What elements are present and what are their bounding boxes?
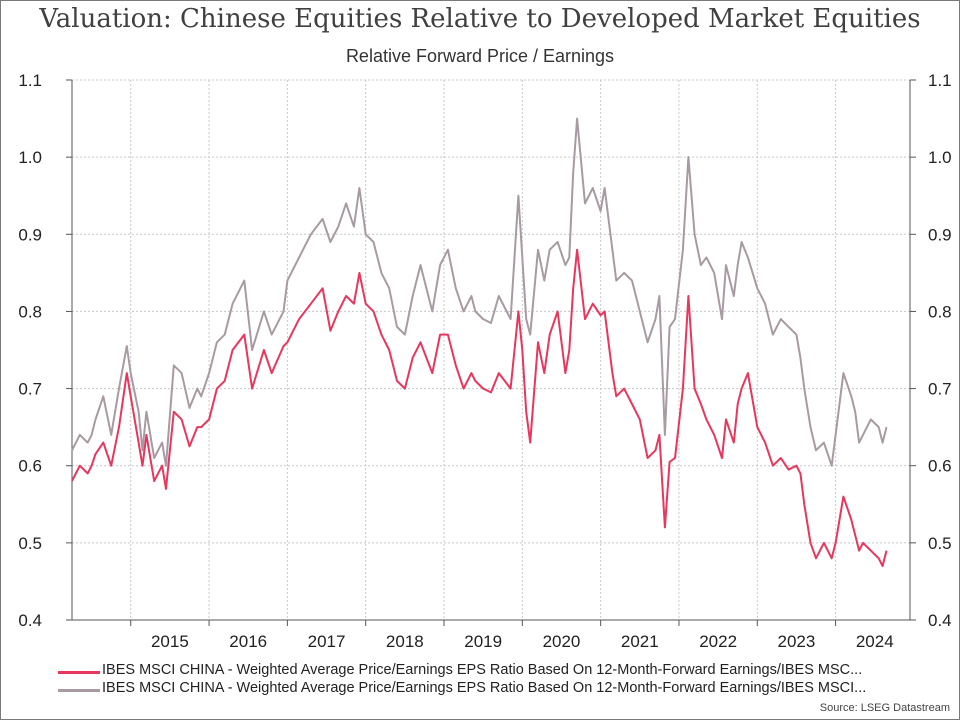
legend-item-series-2: IBES MSCI CHINA - Weighted Average Price…: [58, 680, 958, 700]
legend-item-series-1: IBES MSCI CHINA - Weighted Average Price…: [58, 662, 958, 682]
y-tick-label-left: 0.8: [18, 302, 42, 321]
y-tick-label-right: 0.7: [928, 380, 952, 399]
y-tick-label-left: 0.7: [18, 380, 42, 399]
y-tick-label-right: 0.4: [928, 611, 952, 630]
y-tick-label-left: 1.1: [18, 71, 42, 90]
chart-title: Valuation: Chinese Equities Relative to …: [39, 4, 921, 34]
x-tick-label: 2023: [778, 632, 816, 651]
chart-subtitle: Relative Forward Price / Earnings: [345, 46, 615, 66]
legend-swatch-series-2: [58, 689, 100, 692]
axes: 0.4 0.4 0.5 0.5 0.6 0.6 0.7 0.7 0.8 0.8 0.9 0.9 1.0 1…: [18, 71, 951, 651]
x-tick-label: 2015: [151, 632, 189, 651]
x-tick-label: 2022: [699, 632, 737, 651]
x-tick-label: 2017: [308, 632, 346, 651]
gridlines: [72, 79, 910, 621]
y-tick-label-right: 1.0: [928, 148, 952, 167]
source-note: Source: LSEG Datastream: [819, 702, 950, 714]
y-tick-label-right: 1.1: [928, 71, 952, 90]
y-tick-label-right: 0.9: [928, 225, 952, 244]
y-tick-label-left: 0.5: [18, 534, 42, 553]
x-tick-label: 2019: [464, 632, 502, 651]
series-line-2: [71, 117, 888, 467]
x-tick-label: 2024: [856, 632, 894, 651]
x-tick-label: 2020: [543, 632, 581, 651]
series-line-1: [71, 248, 888, 567]
legend-swatch-series-1: [58, 671, 100, 674]
y-tick-label-right: 0.6: [928, 457, 952, 476]
y-tick-label-left: 0.9: [18, 225, 42, 244]
y-tick-label-right: 0.8: [928, 302, 952, 321]
x-tick-label: 2021: [621, 632, 659, 651]
y-tick-label-left: 1.0: [18, 148, 42, 167]
y-tick-label-left: 0.6: [18, 457, 42, 476]
legend-label-series-1: IBES MSCI CHINA - Weighted Average Price…: [102, 662, 863, 678]
x-tick-label: 2016: [229, 632, 267, 651]
series-lines: [71, 117, 888, 567]
y-tick-label-left: 0.4: [18, 611, 42, 630]
x-tick-label: 2018: [386, 632, 424, 651]
legend-label-series-2: IBES MSCI CHINA - Weighted Average Price…: [102, 680, 867, 696]
y-tick-label-right: 0.5: [928, 534, 952, 553]
